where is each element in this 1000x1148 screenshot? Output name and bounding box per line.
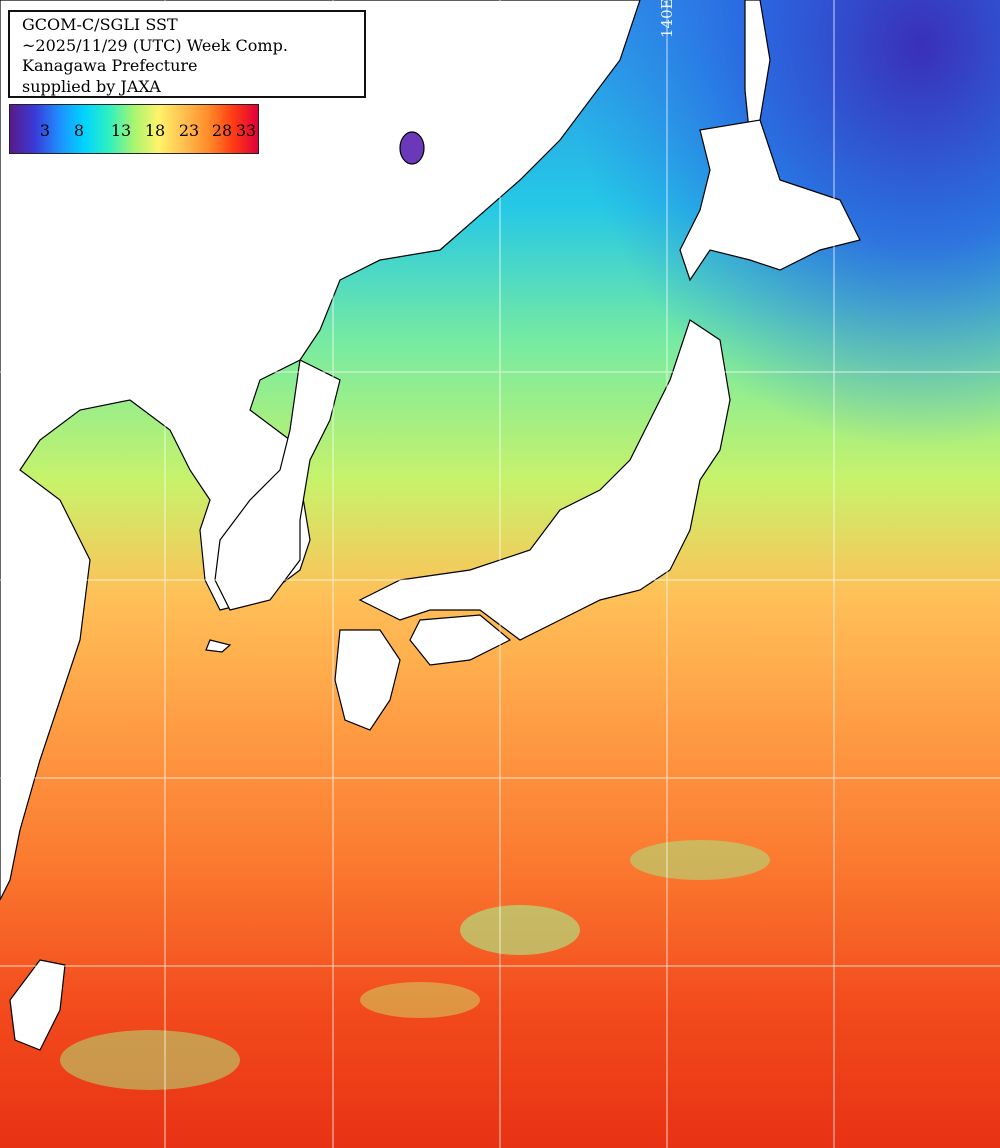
colorbar-tick: 13 [110, 121, 132, 140]
data-credit: supplied by JAXA [22, 76, 161, 96]
product-title: GCOM-C/SGLI SST [22, 15, 178, 34]
hokkaido-island [679, 119, 861, 282]
land [0, 0, 861, 1051]
cheju-island [205, 639, 232, 653]
cloud-patch [360, 982, 480, 1018]
cloud-patch [60, 1030, 240, 1090]
colorbar-tick: 8 [73, 121, 85, 140]
kyushu-island [334, 629, 401, 731]
region-name: Kanagawa Prefecture [22, 56, 198, 75]
colorbar-tick: 23 [178, 121, 200, 140]
taiwan-island [9, 959, 66, 1051]
dokdo-island-purple [399, 131, 425, 165]
shikoku-island [409, 614, 512, 666]
temperature-colorbar: 3 8 13 18 23 28 33 [9, 104, 259, 154]
colorbar-tick: 33 [235, 121, 257, 140]
colorbar-tick: 3 [39, 121, 51, 140]
latitude-label: 40N [16, 352, 49, 370]
cloud-patch [630, 840, 770, 880]
composite-period: ~2025/11/29 (UTC) Week Comp. [22, 35, 288, 55]
longitude-label: 140E [658, 0, 676, 38]
cloud-patch [460, 905, 580, 955]
colorbar-tick: 18 [144, 121, 166, 140]
honshu-island [358, 319, 731, 641]
mainland-asia [0, 0, 641, 901]
korean-peninsula [214, 359, 341, 611]
colorbar-tick: 28 [211, 121, 233, 140]
info-box: GCOM-C/SGLI SST ~2025/11/29 (UTC) Week C… [8, 10, 366, 98]
